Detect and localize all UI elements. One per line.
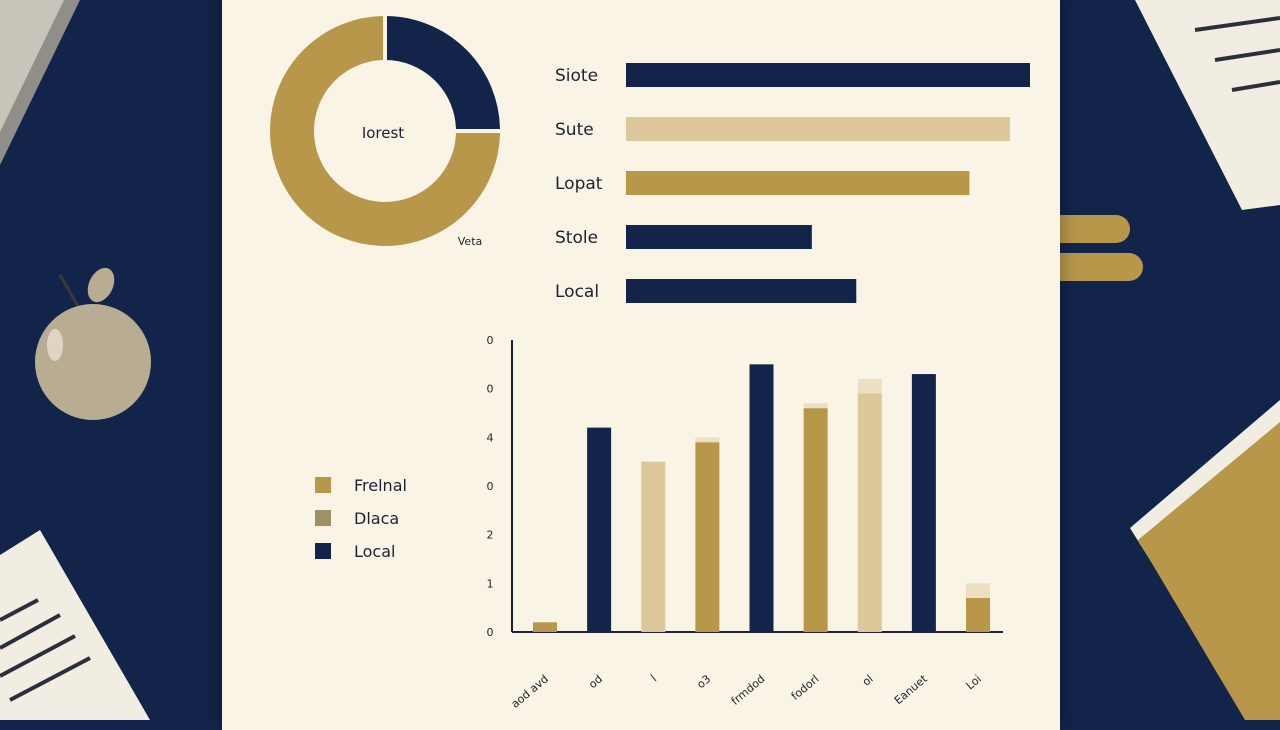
vbar-segment xyxy=(587,427,612,632)
hbar-bar xyxy=(626,225,812,249)
apple-icon xyxy=(35,267,151,420)
hbar-category-label: Local xyxy=(555,282,599,302)
hbar-category-label: Sute xyxy=(555,120,594,140)
vbar-segment xyxy=(857,378,882,394)
y-tick-label: 0 xyxy=(487,383,494,396)
x-tick-label: Eanuet xyxy=(892,672,931,707)
vbar-segment xyxy=(966,597,990,632)
legend-label: Dlaca xyxy=(354,509,399,528)
vbar-segment xyxy=(911,374,936,632)
vbar-segment xyxy=(749,364,774,632)
y-tick-label: 0 xyxy=(487,480,494,493)
x-tick-label: ol xyxy=(860,672,876,688)
x-tick-label: o3 xyxy=(694,672,713,691)
book-icon xyxy=(1130,400,1280,720)
hbar-bar xyxy=(626,63,1030,87)
x-tick-label: fodorl xyxy=(789,672,822,702)
vbar-segment xyxy=(803,408,828,632)
donut-slice xyxy=(266,11,505,250)
donut-annotation: Veta xyxy=(458,235,483,248)
paper-stack-icon xyxy=(1135,0,1280,210)
legend-label: Frelnal xyxy=(354,476,407,495)
y-tick-label: 0 xyxy=(487,334,494,347)
notebook-icon xyxy=(0,0,80,165)
vbar-segment xyxy=(695,437,720,443)
donut-center-label: Iorest xyxy=(362,124,404,142)
y-tick-label: 4 xyxy=(487,431,494,444)
vbar-segment xyxy=(966,583,990,598)
donut-chart: Iorest Veta xyxy=(266,11,505,250)
legend-label: Local xyxy=(354,542,395,561)
x-tick-label: l xyxy=(648,672,659,684)
vertical-bar-chart: 0 1 2 0 4 0 0 aod avd od l o3 frmdod fodorl ol Eanuet L… xyxy=(487,334,1003,711)
x-tick-label: od xyxy=(586,672,605,691)
y-tick-label: 0 xyxy=(487,626,494,639)
vbar-segment xyxy=(803,403,828,409)
legend-swatch xyxy=(315,477,331,493)
hbar-category-label: Siote xyxy=(555,66,598,86)
x-tick-label: aod avd xyxy=(509,672,551,710)
hbar-category-label: Stole xyxy=(555,228,598,248)
horizontal-bar-chart: Siote Sute Lopat Stole Local xyxy=(555,63,1030,303)
vbar-segment xyxy=(533,622,557,632)
legend-swatch xyxy=(315,510,331,526)
hbar-category-label: Lopat xyxy=(555,174,603,194)
notepad-icon xyxy=(0,530,150,720)
vbar-segment xyxy=(641,461,666,632)
x-tick-label: Loi xyxy=(964,672,984,692)
legend-swatch xyxy=(315,543,331,559)
hbar-bar xyxy=(626,279,857,303)
chart-legend: Frelnal Dlaca Local xyxy=(315,476,407,561)
x-tick-label: frmdod xyxy=(729,672,768,707)
y-tick-label: 1 xyxy=(487,577,494,590)
donut-slice xyxy=(383,11,505,133)
vbar-segment xyxy=(695,442,720,632)
vbar-segment xyxy=(857,393,882,632)
y-tick-label: 2 xyxy=(487,529,494,542)
hbar-bar xyxy=(626,171,970,195)
hbar-bar xyxy=(626,117,1010,141)
